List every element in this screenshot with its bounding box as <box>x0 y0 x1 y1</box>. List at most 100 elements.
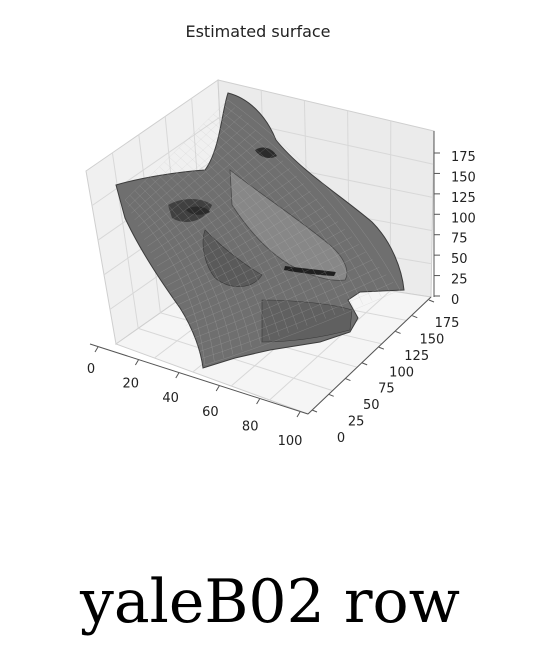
mesh-line <box>166 198 318 286</box>
mesh-line <box>140 137 263 234</box>
x-tick-label: 40 <box>162 391 179 406</box>
mesh-line <box>178 147 308 326</box>
mesh-line <box>227 99 401 291</box>
y-tick-label: 50 <box>363 398 380 413</box>
surface-cheek <box>202 229 263 287</box>
mesh-line <box>124 99 229 201</box>
floor-grid-line <box>138 327 333 392</box>
mesh-line <box>129 195 215 362</box>
y-tick-mark <box>395 330 401 334</box>
x-tick-label: 20 <box>123 376 140 391</box>
mesh-line <box>201 282 394 359</box>
y-tick-label: 125 <box>404 349 429 364</box>
mesh-line <box>160 183 304 273</box>
z-tick-labels: 0 25 50 75 100 125 150 175 <box>434 150 476 308</box>
z-tick-label: 0 <box>451 293 459 308</box>
y-tick-mark <box>428 299 435 303</box>
z-tick-label: 50 <box>451 252 468 267</box>
y-tick-label: 100 <box>389 365 414 380</box>
mesh-line <box>176 221 339 306</box>
y-tick-mark <box>361 362 368 366</box>
mesh-line <box>213 114 373 301</box>
mesh-line <box>154 171 261 344</box>
mesh-line <box>183 142 317 323</box>
mesh-line <box>188 251 366 333</box>
mesh-line <box>150 160 284 253</box>
x-tick-label: 100 <box>278 434 303 449</box>
mesh-line <box>173 152 299 330</box>
mesh-line <box>203 123 354 308</box>
x-axis-line <box>89 343 309 415</box>
mesh-line <box>131 115 242 214</box>
x-tick-label: 80 <box>242 420 259 435</box>
figure-caption: yaleB02 row <box>79 567 461 637</box>
left-grid-line <box>91 116 221 207</box>
mesh-line <box>188 137 326 319</box>
y-tick-label: 175 <box>435 316 460 331</box>
mesh-line <box>134 190 224 358</box>
floor-grid-line <box>269 290 391 401</box>
mesh-line <box>147 153 277 247</box>
surface-eye-left <box>186 206 210 215</box>
mesh-line <box>149 176 252 348</box>
z-tick-label: 150 <box>451 170 476 185</box>
mesh-line <box>218 109 382 298</box>
z-tick-label: 100 <box>451 211 476 226</box>
mesh-line <box>198 274 387 352</box>
y-tick-label: 0 <box>337 431 345 446</box>
mesh-line <box>128 107 236 207</box>
x-tick-label: 60 <box>202 405 219 420</box>
mesh-line <box>144 180 243 351</box>
x-tick-mark <box>215 385 220 392</box>
mesh-line <box>156 175 297 267</box>
mesh-line <box>198 128 345 312</box>
y-tick-mark <box>311 409 318 413</box>
mesh-line <box>193 133 336 316</box>
surface-mouth <box>284 266 336 276</box>
surface-chin <box>261 299 353 343</box>
mesh-line <box>137 130 256 227</box>
y-tick-label: 150 <box>419 332 444 347</box>
x-tick-mark <box>175 372 180 379</box>
y-tick-mark <box>412 315 418 319</box>
surface-mesh <box>124 99 401 366</box>
mesh-line <box>124 199 206 366</box>
mesh-line <box>164 161 280 337</box>
y-tick-mark <box>328 393 334 397</box>
mesh-line <box>159 166 271 341</box>
mesh-line <box>169 156 289 333</box>
z-tick-label: 175 <box>451 150 476 165</box>
mesh-line <box>182 236 352 319</box>
mesh-line <box>139 185 234 355</box>
y-tick-mark <box>378 346 385 350</box>
mesh-line <box>192 259 373 339</box>
z-tick-label: 25 <box>451 273 468 288</box>
mesh-line <box>222 104 391 294</box>
chart-title: Estimated surface <box>185 22 330 41</box>
mesh-line <box>179 229 346 313</box>
x-tick-mark <box>94 346 99 353</box>
surface-nose <box>229 169 348 281</box>
x-tick-mark <box>256 398 261 405</box>
z-tick-label: 75 <box>451 232 468 247</box>
mesh-line <box>195 267 380 346</box>
mesh-line <box>172 213 332 300</box>
surface-eye-right <box>255 147 277 158</box>
y-tick-mark <box>345 378 351 382</box>
mesh-line <box>169 206 325 293</box>
mesh-line <box>144 145 270 240</box>
mesh-line <box>153 168 291 260</box>
y-axis-line <box>307 296 432 415</box>
x-tick-label: 0 <box>87 362 95 377</box>
mesh-line <box>208 118 364 305</box>
x-tick-labels: 0 20 40 60 80 100 <box>87 346 303 449</box>
z-tick-label: 125 <box>451 191 476 206</box>
left-grid-line <box>111 152 139 329</box>
x-tick-mark <box>296 411 301 418</box>
x-tick-mark <box>134 359 139 366</box>
y-tick-label: 75 <box>378 382 395 397</box>
mesh-line <box>134 122 249 220</box>
estimated-surface <box>115 92 405 369</box>
